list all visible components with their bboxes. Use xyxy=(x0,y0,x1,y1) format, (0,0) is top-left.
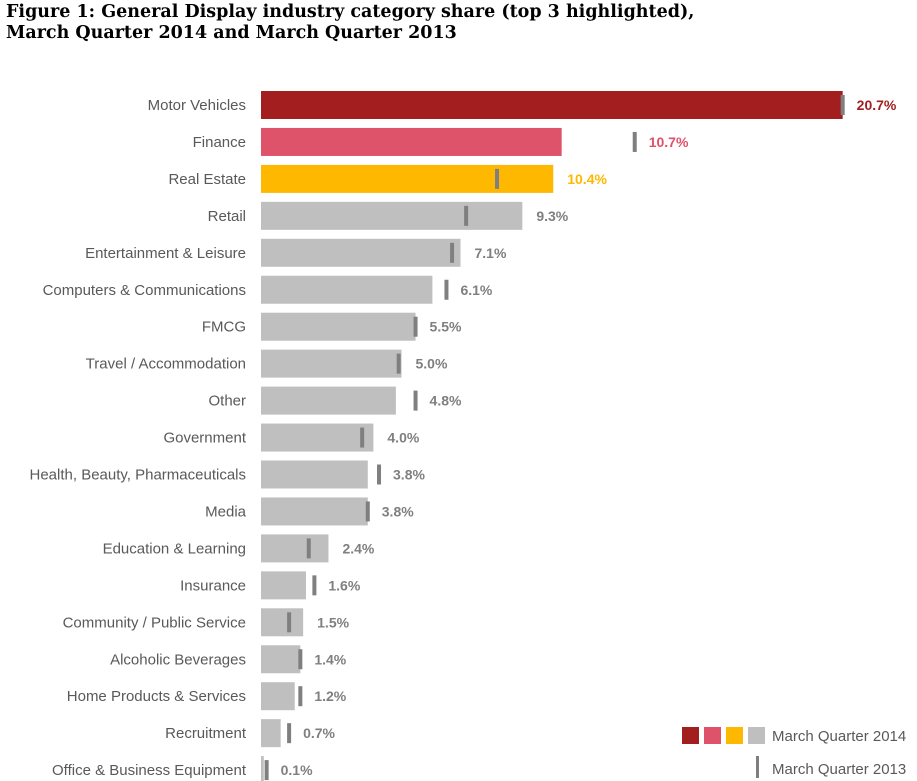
data-label: 0.7% xyxy=(303,725,335,741)
bar-2014 xyxy=(261,349,402,378)
chart-title-line-1: Figure 1: General Display industry categ… xyxy=(6,2,695,22)
bar-2014 xyxy=(261,164,554,193)
category-label: Media xyxy=(205,503,247,520)
category-label: Community / Public Service xyxy=(63,614,246,631)
bar-2014 xyxy=(261,608,304,637)
category-label: Real Estate xyxy=(168,171,246,188)
data-label: 3.8% xyxy=(382,503,414,519)
legend-swatch-2013 xyxy=(756,756,759,778)
category-label: Travel / Accommodation xyxy=(86,356,246,373)
category-label: Motor Vehicles xyxy=(148,97,246,114)
category-label: Home Products & Services xyxy=(67,688,246,705)
tick-2013 xyxy=(264,760,269,781)
data-label: 4.0% xyxy=(387,430,419,446)
data-label: 10.4% xyxy=(567,171,607,187)
data-label: 9.3% xyxy=(536,208,568,224)
category-label: Office & Business Equipment xyxy=(52,762,247,779)
category-label: Retail xyxy=(208,208,246,225)
tick-2013 xyxy=(287,723,292,744)
data-label: 1.5% xyxy=(317,614,349,630)
tick-2013 xyxy=(632,131,637,152)
category-label: Insurance xyxy=(180,577,246,594)
bar-2014 xyxy=(261,423,374,452)
data-label: 3.8% xyxy=(393,467,425,483)
tick-2013 xyxy=(413,316,418,337)
tick-2013 xyxy=(377,464,382,485)
tick-2013 xyxy=(396,353,401,374)
category-label: FMCG xyxy=(202,319,246,336)
data-label: 1.2% xyxy=(314,688,346,704)
legend-swatch-2014 xyxy=(726,727,743,744)
tick-2013 xyxy=(360,427,365,448)
bar-2014 xyxy=(261,497,368,526)
category-label: Recruitment xyxy=(165,725,247,742)
category-label: Education & Learning xyxy=(103,540,246,557)
bar-2014 xyxy=(261,534,329,563)
tick-2013 xyxy=(287,612,292,633)
category-label: Entertainment & Leisure xyxy=(85,245,246,262)
data-label: 5.0% xyxy=(416,356,448,372)
data-label: 6.1% xyxy=(460,282,492,298)
tick-2013 xyxy=(413,390,418,411)
tick-2013 xyxy=(298,649,303,670)
legend-swatch-2014 xyxy=(704,727,721,744)
data-label: 1.6% xyxy=(328,577,360,593)
bar-2014 xyxy=(261,386,396,415)
bar-2014 xyxy=(261,719,281,748)
legend-label-2013: March Quarter 2013 xyxy=(772,761,906,778)
legend-label-2014: March Quarter 2014 xyxy=(772,728,906,745)
data-label: 1.4% xyxy=(314,651,346,667)
data-label: 20.7% xyxy=(857,97,897,113)
bar-2014 xyxy=(261,682,295,711)
category-label: Government xyxy=(163,430,246,447)
bar-2014 xyxy=(261,275,433,304)
tick-2013 xyxy=(444,279,449,300)
bar-2014 xyxy=(261,238,461,267)
data-label: 0.1% xyxy=(281,762,313,778)
data-label: 7.1% xyxy=(475,245,507,261)
bar-2014 xyxy=(261,312,416,341)
tick-2013 xyxy=(840,95,845,115)
bar-2014 xyxy=(261,91,843,119)
bar-2014 xyxy=(261,571,306,600)
bar-2014 xyxy=(261,127,562,156)
category-label: Other xyxy=(208,393,246,410)
data-label: 4.8% xyxy=(430,393,462,409)
tick-2013 xyxy=(312,575,317,596)
tick-2013 xyxy=(306,538,311,559)
bar-2014 xyxy=(261,756,264,781)
category-label: Alcoholic Beverages xyxy=(110,651,246,668)
data-label: 2.4% xyxy=(342,540,374,556)
bar-2014 xyxy=(261,645,301,674)
tick-2013 xyxy=(298,686,303,707)
tick-2013 xyxy=(365,501,370,522)
chart-title-line-2: March Quarter 2014 and March Quarter 201… xyxy=(6,23,457,43)
category-label: Health, Beauty, Pharmaceuticals xyxy=(30,467,247,484)
tick-2013 xyxy=(495,168,500,189)
data-label: 10.7% xyxy=(649,134,689,150)
legend-swatch-2014 xyxy=(748,727,765,744)
tick-2013 xyxy=(450,242,455,263)
data-label: 5.5% xyxy=(430,319,462,335)
bar-2014 xyxy=(261,460,368,489)
tick-2013 xyxy=(464,205,469,226)
category-label: Computers & Communications xyxy=(43,282,246,299)
chart-title: Figure 1: General Display industry categ… xyxy=(6,2,906,44)
legend-swatch-2014 xyxy=(682,727,699,744)
bar-2014 xyxy=(261,201,523,230)
category-label: Finance xyxy=(193,134,246,151)
